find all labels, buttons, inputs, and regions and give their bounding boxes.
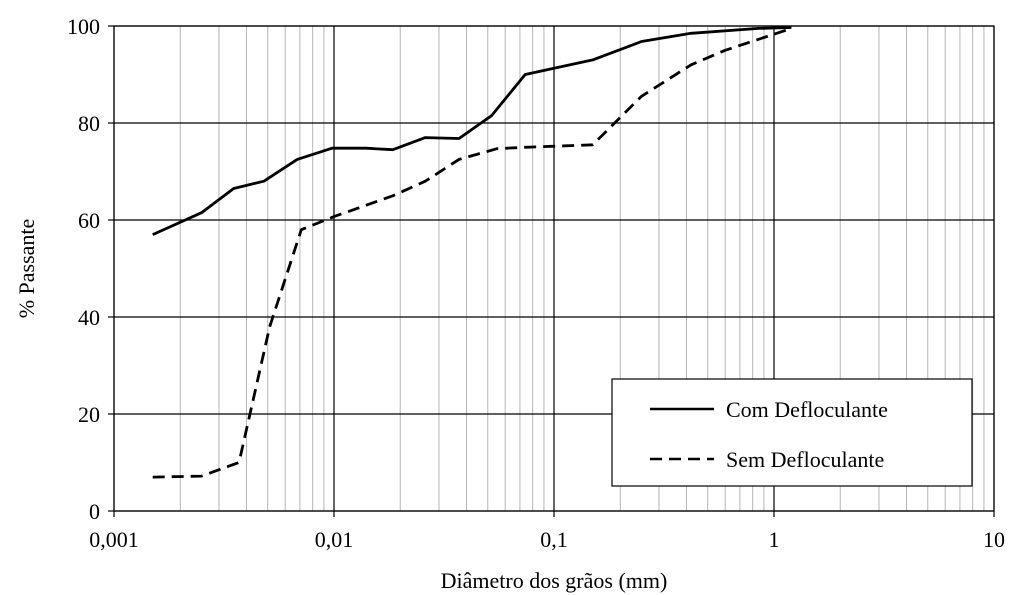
legend-label-com-defloculante: Com Defloculante [726,397,888,422]
series-line-sem-defloculante [152,27,792,479]
x-tick-label: 1 [769,527,780,552]
y-tick-label: 0 [89,499,100,524]
x-tick-label: 10 [983,527,1005,552]
series-layer [152,26,792,479]
y-axis-ticks: 0 20 40 60 80 100 [67,14,114,524]
legend: Com Defloculante Sem Defloculante [611,378,973,487]
legend-box [611,378,973,487]
x-axis-ticks: 0,001 0,01 0,1 1 10 [89,511,1005,552]
legend-label-sem-defloculante: Sem Defloculante [726,447,884,472]
y-tick-label: 20 [78,402,100,427]
x-tick-label: 0,1 [540,527,568,552]
y-tick-label: 60 [78,208,100,233]
series-line-com-defloculante [152,26,792,236]
y-tick-label: 40 [78,305,100,330]
x-tick-label: 0,01 [315,527,354,552]
y-tick-label: 80 [78,111,100,136]
y-axis-label: % Passante [14,219,39,319]
y-tick-label: 100 [67,14,100,39]
x-tick-label: 0,001 [89,527,139,552]
x-axis-label: Diâmetro dos grãos (mm) [441,568,668,593]
